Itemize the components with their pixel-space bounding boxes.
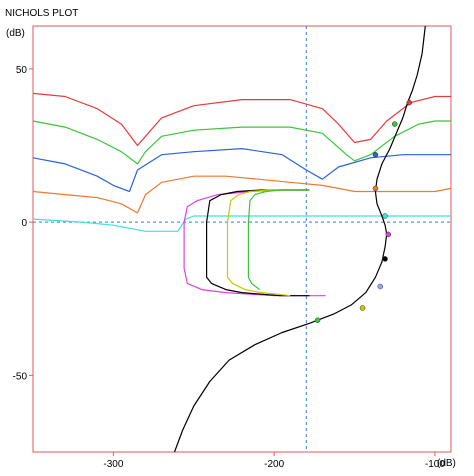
series-line-9 xyxy=(247,189,310,291)
x-axis: -300 -200 -100 xyxy=(103,452,445,470)
series-line-7 xyxy=(206,189,310,297)
x-tick-label: -100 xyxy=(425,459,445,470)
y-axis-label: (dB) xyxy=(6,28,25,39)
y-tick-label: -50 xyxy=(13,371,28,382)
series-line-8 xyxy=(226,189,310,297)
series-line-2 xyxy=(32,120,451,165)
marker-point-4 xyxy=(372,185,379,192)
marker-point-7 xyxy=(382,256,388,262)
y-axis: 50 0 -50 xyxy=(13,65,33,382)
x-axis-label: (dB) xyxy=(437,458,456,469)
marker-point-2 xyxy=(391,121,398,127)
marker-point-5 xyxy=(382,213,388,219)
marker-point-3 xyxy=(372,151,379,158)
y-tick-label: 0 xyxy=(21,218,27,229)
marker-layer xyxy=(314,99,412,323)
x-tick-label: -300 xyxy=(103,459,123,470)
plot-frame xyxy=(32,25,452,453)
series-layer xyxy=(32,25,452,453)
marker-point-8 xyxy=(377,283,384,290)
y-tick-label: 50 xyxy=(16,65,28,76)
series-line-4 xyxy=(32,175,452,214)
chart-title: NICHOLS PLOT xyxy=(5,8,78,19)
marker-point-6 xyxy=(385,231,392,238)
series-line-3 xyxy=(32,148,451,193)
marker-point-10 xyxy=(314,317,321,323)
x-tick-label: -200 xyxy=(264,459,284,470)
marker-point-9 xyxy=(359,305,366,311)
series-line-5 xyxy=(32,215,451,232)
marker-point-1 xyxy=(406,99,412,106)
series-line-1 xyxy=(32,92,451,147)
